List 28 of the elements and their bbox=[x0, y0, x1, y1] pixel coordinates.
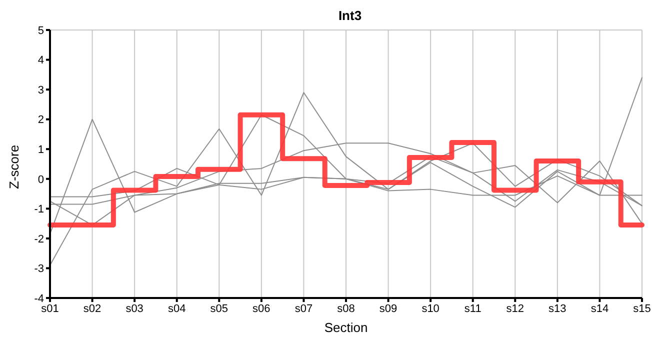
x-tick-label: s09 bbox=[379, 302, 398, 315]
x-tick-label: s15 bbox=[633, 302, 651, 315]
y-tick-label: -2 bbox=[34, 233, 44, 246]
y-tick-label: 0 bbox=[38, 174, 44, 186]
x-tick-label: s08 bbox=[337, 302, 355, 315]
y-tick-label: 4 bbox=[38, 54, 44, 67]
x-tick-label: s01 bbox=[41, 302, 59, 315]
y-axis-title: Z-score bbox=[6, 144, 22, 189]
y-tick-label: 5 bbox=[38, 24, 44, 37]
x-tick-label: s05 bbox=[210, 302, 228, 315]
x-tick-label: s14 bbox=[590, 302, 609, 315]
y-tick-label: 1 bbox=[38, 144, 44, 156]
y-tick-label: -3 bbox=[34, 263, 44, 276]
x-tick-label: s02 bbox=[83, 302, 102, 315]
x-tick-label: s07 bbox=[294, 302, 313, 315]
x-tick-label: s12 bbox=[506, 302, 524, 315]
x-tick-label: s04 bbox=[168, 302, 186, 315]
x-tick-label: s03 bbox=[126, 302, 144, 315]
y-tick-label: -1 bbox=[34, 204, 44, 216]
y-tick-label: 3 bbox=[38, 84, 44, 96]
x-axis-title: Section bbox=[324, 320, 368, 335]
x-tick-label: s11 bbox=[464, 302, 482, 315]
y-tick-label: 2 bbox=[38, 114, 44, 126]
x-tick-label: s10 bbox=[422, 302, 440, 315]
y-tick-label: -4 bbox=[34, 292, 44, 305]
x-tick-label: s13 bbox=[548, 302, 566, 315]
x-tick-label: s06 bbox=[252, 302, 270, 315]
chart-title: Int3 bbox=[337, 8, 363, 23]
